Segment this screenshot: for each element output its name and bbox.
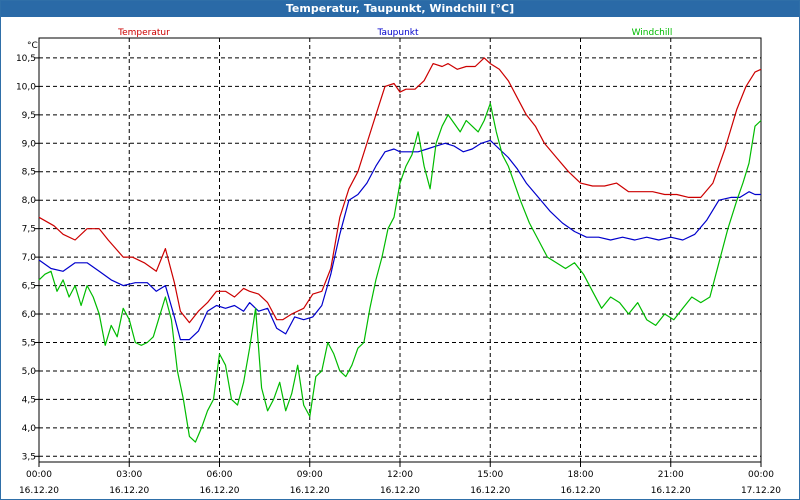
legend-entry-taupunkt: Taupunkt <box>376 28 419 38</box>
legend-entry-windchill: Windchill <box>632 28 673 38</box>
y-tick-label: 9,0 <box>22 139 37 149</box>
x-tick-date-label: 16.12.20 <box>470 486 510 496</box>
y-tick-label: 10,0 <box>16 82 36 92</box>
x-tick-time-label: 21:00 <box>658 470 684 480</box>
y-tick-label: 8,0 <box>22 196 37 206</box>
x-tick-time-label: 06:00 <box>207 470 233 480</box>
y-tick-label: 3,5 <box>22 452 36 462</box>
x-tick-date-label: 16.12.20 <box>199 486 239 496</box>
x-tick-time-label: 03:00 <box>116 470 142 480</box>
y-tick-label: 8,5 <box>22 168 36 178</box>
series-line-taupunkt <box>38 139 761 341</box>
y-tick-label: 4,0 <box>22 424 37 434</box>
x-tick-time-label: 00:00 <box>748 470 774 480</box>
legend: Temperatur Taupunkt Windchill <box>117 28 672 38</box>
series-line-temperatur <box>38 57 762 324</box>
x-tick-time-label: 12:00 <box>387 470 413 480</box>
x-tick-time-label: 09:00 <box>297 470 323 480</box>
x-tick-date-label: 16.12.20 <box>290 486 330 496</box>
x-tick-date-label: 16.12.20 <box>380 486 420 496</box>
chart-title: Temperatur, Taupunkt, Windchill [°C] <box>1 1 799 17</box>
x-tick-date-label: 16.12.20 <box>109 486 149 496</box>
y-tick-label: 5,5 <box>22 338 36 348</box>
x-tick-time-label: 18:00 <box>568 470 594 480</box>
y-tick-label: 4,5 <box>22 395 36 405</box>
x-tick-date-label: 16.12.20 <box>19 486 59 496</box>
legend-entry-temperatur: Temperatur <box>117 28 170 38</box>
y-axis-label: °C <box>27 41 38 51</box>
y-tick-label: 5,0 <box>22 367 37 377</box>
series-lines <box>38 57 762 443</box>
series-line-windchill <box>38 102 762 443</box>
x-tick-date-label: 17.12.20 <box>741 486 781 496</box>
y-tick-label: 7,5 <box>22 225 36 235</box>
x-tick-time-label: 15:00 <box>477 470 503 480</box>
x-axis: 00:00 16.12.20 03:00 16.12.20 06:00 16.12.20 0… <box>19 462 781 496</box>
y-tick-label: 6,5 <box>22 282 36 292</box>
y-tick-label: 7,0 <box>22 253 37 263</box>
y-tick-label: 9,5 <box>22 111 36 121</box>
x-tick-date-label: 16.12.20 <box>651 486 691 496</box>
y-tick-label: 10,5 <box>16 54 36 64</box>
y-axis: 3,5 4,0 4,5 5,0 5,5 6,0 6,5 7,0 7,5 8,0 8,5 9,0 9,5 1… <box>16 54 39 462</box>
x-tick-date-label: 16.12.20 <box>560 486 600 496</box>
y-tick-label: 6,0 <box>22 310 37 320</box>
x-tick-time-label: 00:00 <box>26 470 52 480</box>
grid-lines <box>39 38 761 462</box>
